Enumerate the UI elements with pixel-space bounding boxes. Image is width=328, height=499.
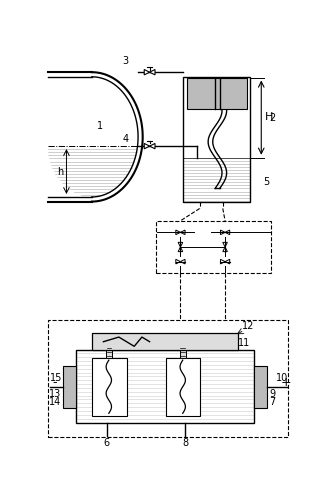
Bar [106,342,112,358]
Text: H: H [265,112,274,122]
Polygon shape [223,247,227,251]
Bar [76,350,254,423]
Polygon shape [178,243,183,247]
Text: 9: 9 [269,389,275,399]
Bar [254,366,267,408]
Bar [63,366,76,408]
Text: 1: 1 [97,121,103,131]
Polygon shape [225,230,230,235]
Bar [183,158,251,202]
Polygon shape [220,259,225,264]
Polygon shape [223,243,227,247]
Text: h: h [57,167,63,177]
Polygon shape [150,143,155,149]
Bar [183,77,251,202]
Text: 7: 7 [269,397,275,407]
Bar [187,78,247,109]
Bar [180,342,186,358]
Polygon shape [176,259,180,264]
Text: 2: 2 [269,113,275,123]
Bar [92,333,238,350]
Text: 13: 13 [49,389,61,399]
Text: 8: 8 [182,438,188,448]
Text: 3: 3 [123,56,129,66]
Polygon shape [180,259,185,264]
Bar [48,320,288,437]
Polygon shape [178,247,183,251]
Polygon shape [225,259,230,264]
Bar [92,358,127,416]
Text: +: + [280,376,291,389]
Bar [156,221,271,273]
Text: 10: 10 [276,373,288,383]
Bar [166,358,200,416]
Text: 15: 15 [50,373,62,383]
Polygon shape [144,69,150,75]
Text: 6: 6 [103,438,110,448]
Polygon shape [144,143,150,149]
Text: 4: 4 [123,134,129,144]
Polygon shape [150,69,155,75]
Text: 12: 12 [242,321,255,331]
Polygon shape [176,230,180,235]
Text: 5: 5 [264,177,270,188]
Polygon shape [180,230,185,235]
Text: -: - [52,376,57,389]
Polygon shape [220,230,225,235]
Text: 14: 14 [49,397,61,407]
Text: 11: 11 [238,338,250,348]
